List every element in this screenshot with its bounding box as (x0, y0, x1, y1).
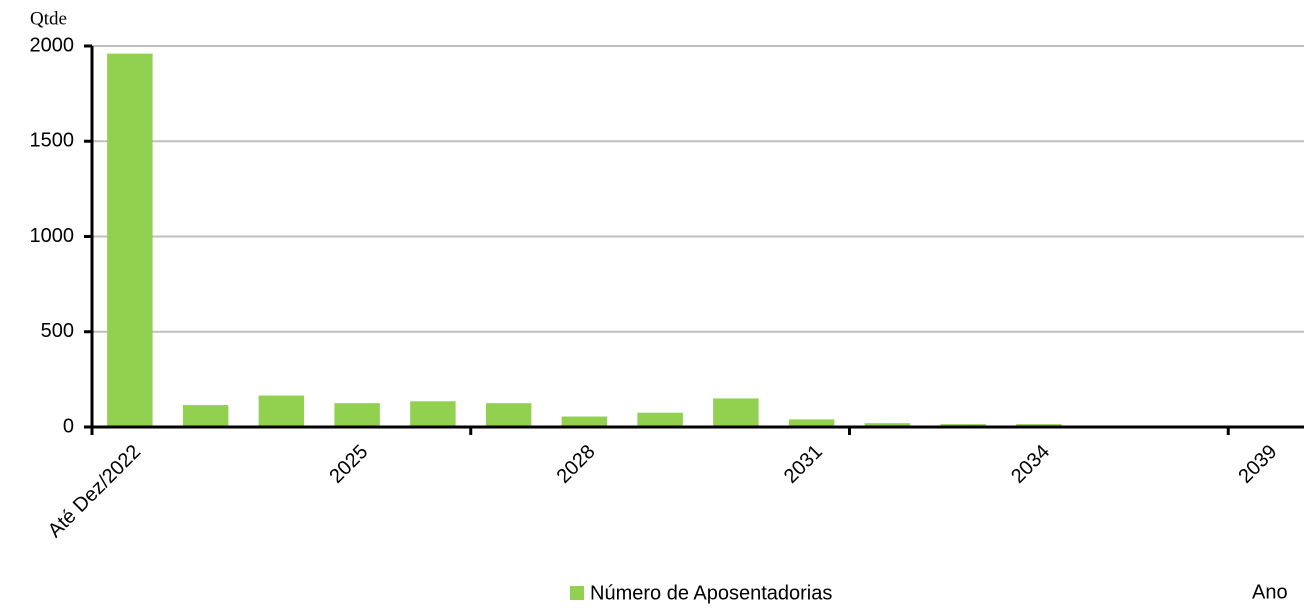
bar (713, 398, 759, 427)
x-tick-label: 2034 (1007, 441, 1054, 488)
bar (637, 412, 683, 427)
bar (561, 416, 608, 427)
x-tick-label: 2028 (553, 441, 600, 488)
x-tick-label: 2025 (325, 441, 372, 488)
y-tick-label: 2000 (30, 34, 75, 56)
bar (258, 395, 305, 427)
legend-label: Número de Aposentadorias (590, 582, 832, 604)
x-tick-label: 2039 (1234, 441, 1281, 488)
x-tick-label: 2031 (780, 441, 827, 488)
bar (182, 405, 229, 427)
bar (485, 403, 532, 427)
y-tick-label: 0 (63, 415, 74, 437)
y-axis-title: Qtde (30, 8, 67, 29)
y-tick-label: 1500 (30, 130, 75, 152)
bar (107, 53, 153, 428)
y-tick-label: 1000 (30, 225, 75, 247)
bar (788, 419, 835, 427)
y-tick-label: 500 (41, 320, 74, 342)
legend-swatch (570, 586, 584, 600)
bar (410, 401, 456, 427)
x-tick-label: Até Dez/2022 (44, 441, 145, 542)
bar (864, 423, 911, 427)
bar (334, 403, 380, 427)
x-axis-title: Ano (1252, 581, 1288, 603)
